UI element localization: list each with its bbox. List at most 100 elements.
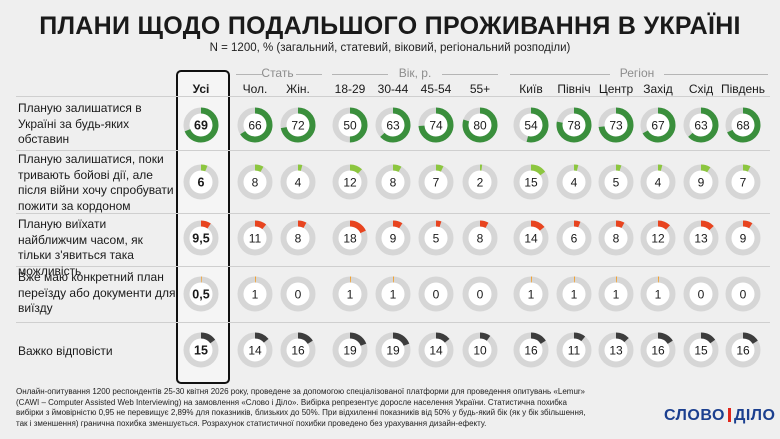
donut-value-label: 9 — [740, 232, 747, 246]
donut-cell: 1 — [513, 276, 549, 312]
donut-value-label: 67 — [651, 119, 665, 133]
donut-value-label: 8 — [252, 176, 259, 190]
donut-cell: 8 — [375, 164, 411, 200]
donut-arc — [556, 276, 592, 312]
donut-cell: 0 — [418, 276, 454, 312]
donut-arc — [513, 164, 549, 200]
donut-value-label: 50 — [343, 119, 357, 133]
donut-value-label: 6 — [198, 176, 205, 190]
donut-arc — [640, 107, 676, 143]
donut-cell: 9,5 — [183, 220, 219, 256]
donut-cell: 0 — [683, 276, 719, 312]
donut-value-label: 80 — [473, 119, 487, 133]
donut-cell: 5 — [598, 164, 634, 200]
donut-value-label: 78 — [567, 119, 581, 133]
donut-cell: 15 — [513, 164, 549, 200]
donut-cell: 8 — [462, 220, 498, 256]
donut-cell: 0 — [725, 276, 761, 312]
donut-cell: 6 — [183, 164, 219, 200]
donut-value-label: 14 — [248, 344, 262, 358]
donut-arc — [640, 220, 676, 256]
donut-cell: 10 — [462, 332, 498, 368]
donut-arc — [183, 164, 219, 200]
column-header-all: Усі — [192, 82, 210, 96]
donut-arc — [418, 164, 454, 200]
donut-cell: 0 — [280, 276, 316, 312]
donut-value-label: 0,5 — [192, 288, 209, 302]
donut-value-label: 19 — [386, 344, 400, 358]
donut-arc — [237, 107, 273, 143]
donut-cell: 66 — [237, 107, 273, 143]
donut-cell: 16 — [725, 332, 761, 368]
row-separator — [16, 213, 770, 214]
donut-value-label: 5 — [613, 176, 620, 190]
donut-cell: 9 — [725, 220, 761, 256]
donut-value-label: 54 — [524, 119, 538, 133]
donut-arc — [725, 107, 761, 143]
row-label-stay: Планую залишатися в Україні за будь-яких… — [18, 101, 142, 146]
donut-arc — [556, 220, 592, 256]
donut-cell: 15 — [683, 332, 719, 368]
row-label-concrete-plan: Вже маю конкретний план переїзду або док… — [18, 270, 176, 315]
row-separator — [16, 266, 770, 267]
donut-value-label: 9,5 — [192, 232, 209, 246]
donut-cell: 1 — [237, 276, 273, 312]
group-age: Вік, р. — [398, 66, 432, 80]
donut-value-label: 7 — [433, 176, 440, 190]
column-header-male: Чол. — [242, 82, 268, 96]
donut-cell: 1 — [598, 276, 634, 312]
donut-cell: 1 — [556, 276, 592, 312]
donut-value-label: 0 — [295, 288, 302, 302]
donut-cell: 54 — [513, 107, 549, 143]
donut-cell: 67 — [640, 107, 676, 143]
donut-arc — [375, 164, 411, 200]
donut-cell: 68 — [725, 107, 761, 143]
methodology-footnote: Онлайн-опитування 1200 респондентів 25-3… — [16, 387, 586, 428]
donut-track — [462, 276, 498, 312]
column-header-west: Захід — [643, 82, 673, 96]
donut-cell: 1 — [640, 276, 676, 312]
group-age-line-left — [332, 74, 388, 75]
donut-value-label: 0 — [433, 288, 440, 302]
donut-arc — [332, 220, 368, 256]
donut-cell: 13 — [683, 220, 719, 256]
donut-arc — [375, 107, 411, 143]
donut-value-label: 8 — [390, 176, 397, 190]
row-label-stay-until-war-ends: Планую залишатися, поки тривають бойові … — [18, 152, 174, 213]
column-header-center: Центр — [598, 82, 634, 96]
donut-value-label: 7 — [740, 176, 747, 190]
donut-cell: 8 — [237, 164, 273, 200]
donut-arc — [332, 276, 368, 312]
donut-value-label: 16 — [736, 344, 750, 358]
brand-logo-divider — [727, 408, 731, 422]
group-sex-line-right — [296, 74, 322, 75]
donut-value-label: 14 — [429, 344, 443, 358]
donut-value-label: 1 — [390, 288, 397, 302]
donut-value-label: 63 — [386, 119, 400, 133]
donut-value-label: 0 — [698, 288, 705, 302]
donut-value-label: 16 — [524, 344, 538, 358]
donut-arc — [183, 220, 219, 256]
donut-value-label: 15 — [194, 344, 208, 358]
donut-value-label: 16 — [291, 344, 305, 358]
donut-cell: 11 — [237, 220, 273, 256]
donut-cell: 14 — [237, 332, 273, 368]
donut-value-label: 69 — [194, 119, 208, 133]
row-label-leave-soon: Планую виїхати найближчим часом, як тіль… — [18, 217, 143, 278]
donut-arc — [513, 332, 549, 368]
donut-arc — [237, 332, 273, 368]
donut-cell: 78 — [556, 107, 592, 143]
donut-arc — [280, 332, 316, 368]
donut-arc — [418, 107, 454, 143]
donut-track — [418, 276, 454, 312]
group-age-line-right — [442, 74, 498, 75]
donut-cell: 16 — [640, 332, 676, 368]
donut-cell: 50 — [332, 107, 368, 143]
donut-value-label: 73 — [609, 119, 623, 133]
donut-arc — [725, 220, 761, 256]
donut-cell: 8 — [280, 220, 316, 256]
donut-cell: 9 — [375, 220, 411, 256]
donut-arc — [280, 107, 316, 143]
donut-arc — [183, 332, 219, 368]
